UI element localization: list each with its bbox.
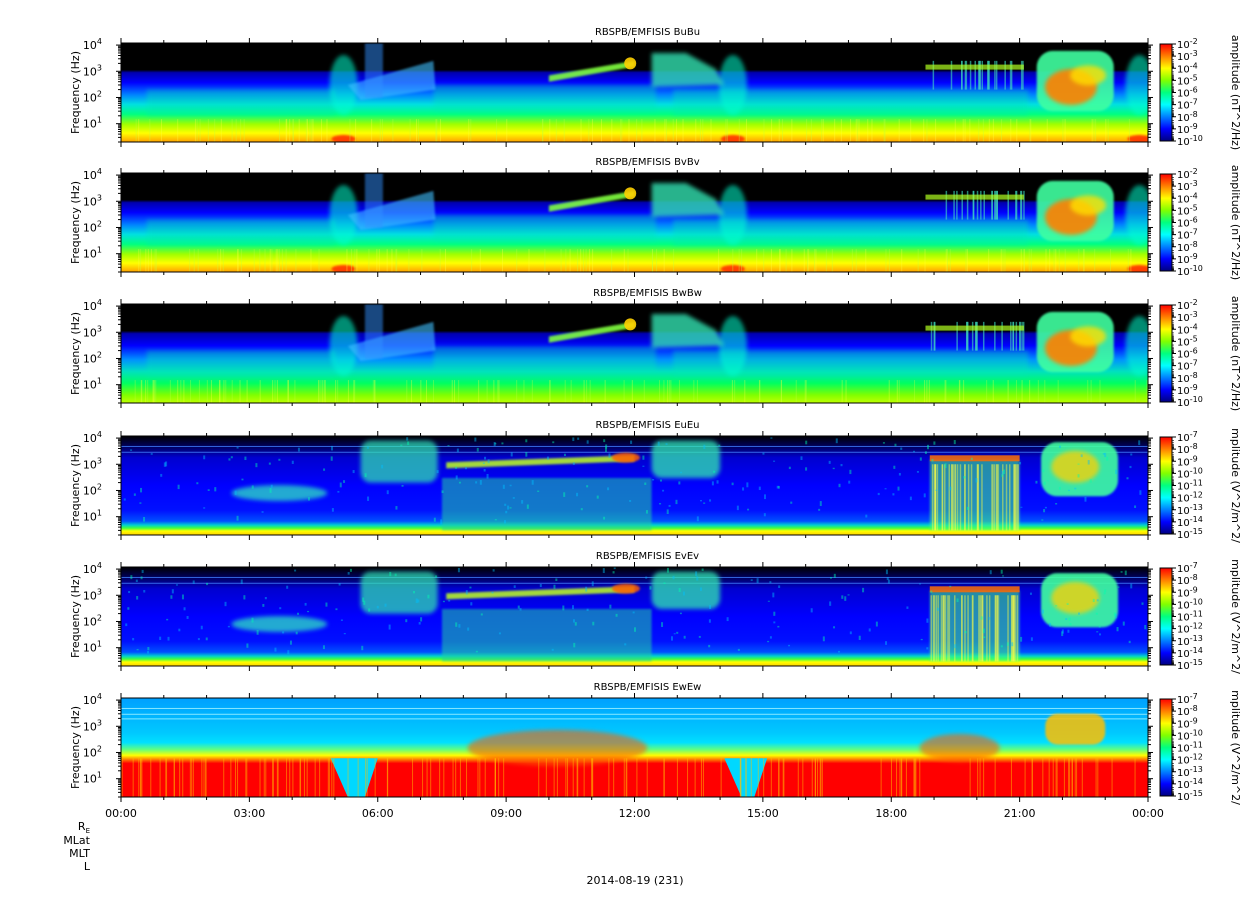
ephemeris-label-r: RE [40, 820, 90, 838]
colorbar-label: amplitude (nT^2/Hz) [1229, 296, 1242, 411]
colorbar-label: amplitude (nT^2/Hz) [1229, 35, 1242, 150]
x-tick-label: 15:00 [747, 807, 779, 820]
y-tick-label: 103 [83, 193, 102, 208]
y-tick-label: 104 [83, 692, 102, 707]
x-tick-label: 21:00 [1004, 807, 1036, 820]
spectrogram-image [121, 436, 1148, 535]
y-tick-label: 102 [83, 350, 102, 365]
y-tick-label: 102 [83, 219, 102, 234]
x-tick-label: 09:00 [490, 807, 522, 820]
y-tick-label: 103 [83, 324, 102, 339]
y-tick-label: 103 [83, 587, 102, 602]
y-tick-label: 104 [83, 430, 102, 445]
y-tick-label: 104 [83, 167, 102, 182]
ephemeris-label-l: L [40, 860, 90, 873]
ephemeris-l-text: L [83, 860, 90, 873]
x-tick-label: 00:00 [105, 807, 137, 820]
y-tick-label: 103 [83, 456, 102, 471]
y-tick-label: 102 [83, 613, 102, 628]
x-tick-label: 03:00 [234, 807, 266, 820]
panel-title: RBSPB/EMFISIS BvBv [595, 157, 699, 168]
y-axis-label: Frequency (Hz) [69, 444, 82, 527]
colorbar [1159, 567, 1173, 666]
spectrogram-image [121, 173, 1148, 272]
x-tick-label: 00:00 [1132, 807, 1164, 820]
ephemeris-r-subscript: E [85, 827, 90, 836]
y-tick-label: 104 [83, 37, 102, 52]
spectrogram-image [121, 567, 1148, 666]
date-label: 2014-08-19 (231) [586, 874, 684, 887]
y-tick-label: 104 [83, 298, 102, 313]
x-tick-label: 06:00 [362, 807, 394, 820]
ephemeris-label-mlat: MLat [40, 834, 90, 847]
y-tick-label: 103 [83, 718, 102, 733]
y-axis-label: Frequency (Hz) [69, 181, 82, 264]
ephemeris-mlt-text: MLT [69, 847, 90, 860]
panel-title: RBSPB/EMFISIS BuBu [595, 27, 700, 38]
ephemeris-r-text: R [77, 820, 86, 833]
panel-title: RBSPB/EMFISIS EvEv [596, 551, 699, 562]
y-tick-label: 101 [83, 377, 102, 392]
colorbar-tick-label: 10-15 [1177, 789, 1203, 803]
y-tick-label: 101 [83, 771, 102, 786]
y-tick-label: 104 [83, 561, 102, 576]
y-tick-label: 101 [83, 116, 102, 131]
colorbar [1159, 173, 1173, 272]
spectrogram-image [121, 43, 1148, 142]
x-tick-label: 12:00 [619, 807, 651, 820]
panel-title: RBSPB/EMFISIS BwBw [593, 288, 702, 299]
y-axis-label: Frequency (Hz) [69, 312, 82, 395]
colorbar-label: mplitude (V^2/m^2/ [1229, 559, 1242, 674]
y-axis-label: Frequency (Hz) [69, 706, 82, 789]
y-tick-label: 103 [83, 63, 102, 78]
colorbar [1159, 436, 1173, 535]
colorbar-tick-label: 10-10 [1177, 395, 1203, 409]
colorbar-tick-label: 10-10 [1177, 264, 1203, 278]
colorbar [1159, 43, 1173, 142]
spectrogram-image [121, 304, 1148, 403]
colorbar-label: amplitude (nT^2/Hz) [1229, 165, 1242, 280]
colorbar [1159, 304, 1173, 403]
y-axis-label: Frequency (Hz) [69, 51, 82, 134]
colorbar-label: mplitude (V^2/m^2/ [1229, 690, 1242, 805]
y-tick-label: 101 [83, 640, 102, 655]
colorbar-label: mplitude (V^2/m^2/ [1229, 428, 1242, 543]
colorbar-tick-label: 10-15 [1177, 527, 1203, 541]
spectrogram-image [121, 698, 1148, 797]
y-tick-label: 102 [83, 744, 102, 759]
colorbar-tick-label: 10-15 [1177, 658, 1203, 672]
y-tick-label: 101 [83, 246, 102, 261]
y-axis-label: Frequency (Hz) [69, 575, 82, 658]
panel-title: RBSPB/EMFISIS EwEw [594, 682, 702, 693]
y-tick-label: 102 [83, 89, 102, 104]
x-tick-label: 18:00 [875, 807, 907, 820]
ephemeris-label-mlt: MLT [40, 847, 90, 860]
colorbar-tick-label: 10-10 [1177, 134, 1203, 148]
panel-title: RBSPB/EMFISIS EuEu [595, 420, 699, 431]
y-tick-label: 102 [83, 482, 102, 497]
y-tick-label: 101 [83, 509, 102, 524]
colorbar [1159, 698, 1173, 797]
ephemeris-mlat-text: MLat [63, 834, 90, 847]
